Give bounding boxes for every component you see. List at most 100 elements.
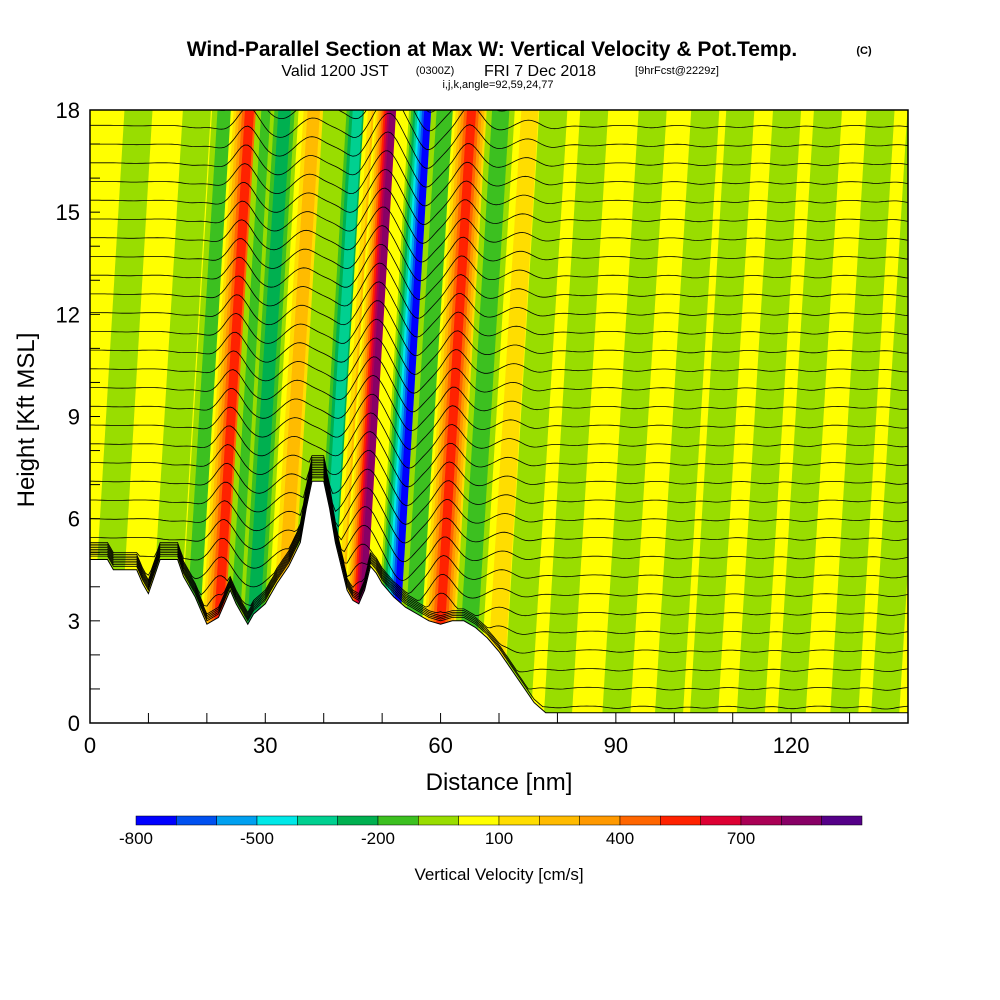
isentrope-line [90, 393, 908, 450]
velocity-band [689, 110, 755, 723]
colorbar-bin [377, 815, 419, 826]
y-tick-label: 18 [56, 98, 80, 123]
x-tick-label: 90 [604, 733, 628, 758]
isentrope-line [90, 470, 908, 635]
colorbar-tick-label: 400 [606, 829, 634, 848]
isentrope-line [90, 337, 908, 394]
velocity-band [870, 110, 908, 723]
y-tick-label: 3 [68, 609, 80, 634]
isentrope-line [90, 450, 908, 506]
colorbar-tick-label: -200 [361, 829, 395, 848]
colorbar-bin [700, 815, 742, 826]
colorbar-bin [458, 815, 500, 826]
terrain-mask [90, 480, 908, 723]
subtitle-date: FRI 7 Dec 2018 [484, 63, 596, 80]
colorbar-bin [740, 815, 782, 826]
colorbar-tick-label: 700 [727, 829, 755, 848]
isentrope-line [90, 225, 908, 282]
colorbar-tick-label: 100 [485, 829, 513, 848]
chart-title: Wind-Parallel Section at Max W: Vertical… [187, 38, 798, 61]
colorbar-tick-label: -800 [119, 829, 153, 848]
isentrope-line [90, 412, 908, 469]
isentrope-line [90, 431, 908, 488]
velocity-band [601, 110, 667, 723]
isentrope-line [90, 474, 908, 673]
colorbar-bin [619, 815, 661, 826]
isentrope-line [90, 460, 908, 544]
isentrope-line [90, 112, 908, 169]
isentrope-line [90, 374, 908, 432]
colorbar-tick-label: -500 [240, 829, 274, 848]
velocity-band [180, 110, 235, 723]
x-axis: 0 30 60 90 120 [84, 713, 909, 758]
isentrope-line [90, 477, 908, 710]
velocity-band [455, 110, 510, 723]
isentrope-line [90, 475, 908, 691]
isentrope-line [90, 463, 908, 582]
velocity-band [777, 110, 842, 723]
isentrope-line [90, 472, 908, 654]
y-axis: 0 3 6 9 12 15 18 [56, 98, 100, 736]
velocity-band [208, 110, 255, 723]
isentrope-line [90, 243, 908, 300]
colorbar-bin [579, 815, 621, 826]
colorbar-bin [297, 815, 338, 826]
colorbar-bin [135, 815, 177, 826]
subtitle-valid: Valid 1200 JST [281, 63, 389, 80]
velocity-band [654, 110, 720, 723]
colorbar-bin [256, 815, 298, 826]
chart-subtitle: Valid 1200 JST (0300Z) FRI 7 Dec 2018 [9… [281, 63, 719, 91]
velocity-band [736, 110, 802, 723]
y-axis-label: Height [Kft MSL] [13, 333, 40, 508]
subtitle-fcst: [9hrFcst@2229z] [635, 65, 719, 77]
isentrope-line [90, 110, 908, 151]
colorbar-label: Vertical Velocity [cm/s] [414, 865, 583, 884]
x-tick-label: 120 [773, 733, 810, 758]
isentrope-line [90, 131, 908, 188]
isentrope-line [90, 468, 908, 617]
y-tick-label: 6 [68, 507, 80, 532]
colorbar-bin [176, 815, 217, 826]
isentrope-line [90, 187, 908, 244]
colorbar-bin [539, 815, 580, 826]
isentrope-line [90, 318, 908, 375]
colorbar-bin [821, 815, 863, 826]
x-tick-label: 30 [253, 733, 277, 758]
y-tick-label: 15 [56, 200, 80, 225]
colorbar: -800 -500 -200 100 400 700 [119, 815, 863, 848]
chart-title-mark: (C) [856, 45, 872, 57]
isentrope-line [90, 458, 908, 525]
isentrope-line [90, 281, 908, 338]
colorbar-bin [781, 815, 822, 826]
velocity-band [543, 110, 609, 723]
isentrope-line [90, 168, 908, 226]
isentrope-line [90, 465, 908, 595]
colorbar-bin [337, 815, 379, 826]
isentrope-line [215, 110, 560, 132]
subtitle-indices: i,j,k,angle=92,59,24,77 [442, 79, 553, 91]
x-tick-label: 60 [428, 733, 452, 758]
y-tick-label: 9 [68, 405, 80, 430]
velocity-band [352, 110, 396, 723]
isentrope-line [90, 150, 908, 207]
subtitle-utc: (0300Z) [416, 65, 455, 77]
x-axis-label: Distance [nm] [426, 769, 573, 796]
velocity-band [387, 110, 432, 723]
colorbar-bin [498, 815, 540, 826]
y-tick-label: 0 [68, 711, 80, 736]
velocity-band [430, 110, 477, 723]
velocity-band [829, 110, 895, 723]
velocity-band [502, 110, 568, 723]
isentrope-line [90, 206, 908, 263]
isentrope-line [90, 356, 908, 413]
plot-area [90, 110, 908, 723]
colorbar-bin [660, 815, 701, 826]
y-tick-label: 12 [56, 302, 80, 327]
isentrope-line [90, 262, 908, 319]
colorbar-bin [418, 815, 459, 826]
x-tick-label: 0 [84, 733, 96, 758]
isentrope-line [90, 462, 908, 563]
potential-temperature-contours [90, 110, 908, 710]
isentrope-line [90, 300, 908, 357]
